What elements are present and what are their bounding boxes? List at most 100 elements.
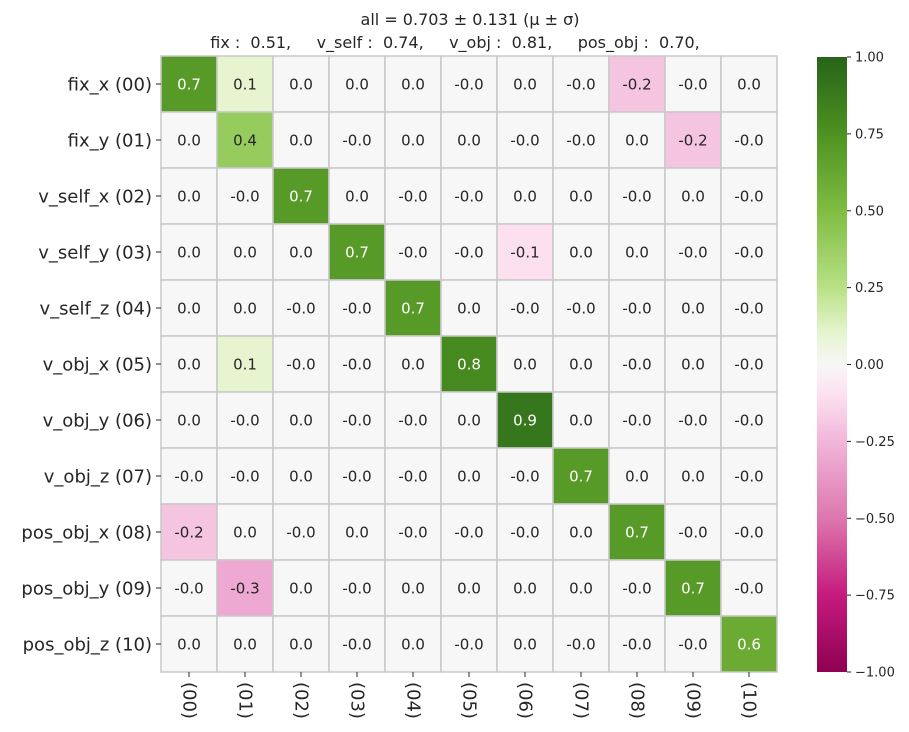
- heatmap-cell: [440, 111, 498, 169]
- heatmap-cell: [608, 111, 666, 169]
- heatmap-cell: [720, 335, 778, 393]
- cell-value-label: 0.0: [569, 244, 593, 262]
- cell-value-label: 0.0: [457, 300, 481, 318]
- heatmap-cell: [272, 279, 330, 337]
- heatmap-cell: [384, 111, 442, 169]
- heatmap-cell: [608, 503, 666, 561]
- cell-value-label: 0.0: [569, 524, 593, 542]
- cell-value-label: -0.0: [342, 300, 371, 318]
- cell-value-label: -0.0: [510, 468, 539, 486]
- heatmap-cell: [496, 167, 554, 225]
- heatmap-cell: [552, 503, 610, 561]
- heatmap-cell: [440, 55, 498, 113]
- cell-value-label: -0.0: [454, 188, 483, 206]
- heatmap-cell: [608, 335, 666, 393]
- heatmap-cell: [552, 111, 610, 169]
- colorbar-tick-label: 0.50: [855, 204, 884, 219]
- heatmap-cell: [720, 167, 778, 225]
- cell-value-label: 0.0: [513, 580, 537, 598]
- cell-value-label: 0.0: [513, 188, 537, 206]
- row-label: pos_obj_y (09): [21, 579, 152, 600]
- heatmap-cell: [160, 503, 218, 561]
- cell-value-label: -0.0: [342, 580, 371, 598]
- cell-value-label: -0.0: [230, 468, 259, 486]
- cell-value-label: 0.0: [289, 132, 313, 150]
- cell-value-label: 0.0: [345, 524, 369, 542]
- heatmap-cell: [216, 279, 274, 337]
- cell-value-label: -0.0: [622, 412, 651, 430]
- cell-value-label: 0.0: [681, 356, 705, 374]
- heatmap-cell: [440, 279, 498, 337]
- cell-value-label: 0.1: [233, 76, 257, 94]
- heatmap-cell: [720, 503, 778, 561]
- cell-value-label: 0.7: [289, 188, 313, 206]
- column-label: (02): [291, 682, 312, 719]
- cell-value-label: -0.0: [734, 412, 763, 430]
- cell-value-label: 0.0: [233, 300, 257, 318]
- row-label: pos_obj_z (10): [23, 635, 152, 656]
- heatmap-cell: [664, 447, 722, 505]
- heatmap-cell: [160, 335, 218, 393]
- cell-value-label: -0.0: [454, 76, 483, 94]
- cell-value-label: -0.0: [174, 468, 203, 486]
- heatmap-cell: [720, 55, 778, 113]
- cell-value-label: -0.0: [734, 468, 763, 486]
- row-label: v_obj_z (07): [44, 467, 152, 488]
- cell-value-label: -0.0: [342, 132, 371, 150]
- heatmap-cell: [496, 279, 554, 337]
- row-labels: fix_x (00) fix_y (01) v_self_x (02) v_self_…: [21, 75, 161, 656]
- column-label: (10): [739, 682, 760, 719]
- heatmap-cell: [608, 391, 666, 449]
- cell-value-label: -0.0: [398, 244, 427, 262]
- row-label: v_self_y (03): [38, 243, 152, 264]
- heatmap-cell: [328, 391, 386, 449]
- cell-value-label: -0.0: [342, 636, 371, 654]
- heatmap-cell: [216, 55, 274, 113]
- colorbar-tick-label: −0.75: [855, 589, 895, 604]
- heatmap-cell: [272, 111, 330, 169]
- cell-value-label: -0.0: [398, 468, 427, 486]
- cell-value-label: 0.7: [177, 76, 201, 94]
- cell-value-label: 0.0: [401, 132, 425, 150]
- cell-value-label: 0.0: [737, 76, 761, 94]
- heatmap-cell: [720, 111, 778, 169]
- heatmap-cells: 0.7 0.1 0.0 0.0 0.0 -0.0 0.0 -0.0 -0.2 -0.0 0.0 0.0…: [160, 55, 778, 673]
- heatmap-cell: [328, 559, 386, 617]
- chart-title: all = 0.703 ± 0.131 (μ ± σ): [361, 10, 580, 29]
- cell-value-label: -0.0: [622, 636, 651, 654]
- cell-value-label: -0.0: [566, 132, 595, 150]
- cell-value-label: -0.0: [566, 76, 595, 94]
- cell-value-label: -0.0: [622, 580, 651, 598]
- heatmap-cell: [720, 223, 778, 281]
- heatmap-cell: [272, 223, 330, 281]
- heatmap-cell: [664, 55, 722, 113]
- cell-value-label: 0.0: [177, 412, 201, 430]
- cell-value-label: 0.0: [513, 76, 537, 94]
- heatmap-cell: [440, 615, 498, 673]
- cell-value-label: 0.0: [569, 580, 593, 598]
- cell-value-label: -0.0: [678, 636, 707, 654]
- column-label: (07): [571, 682, 592, 719]
- heatmap-cell: [216, 391, 274, 449]
- heatmap-cell: [552, 615, 610, 673]
- heatmap-cell: [496, 503, 554, 561]
- column-label: (09): [683, 682, 704, 719]
- heatmap-cell: [496, 447, 554, 505]
- cell-value-label: -0.2: [174, 524, 203, 542]
- cell-value-label: -0.3: [230, 580, 259, 598]
- cell-value-label: 0.0: [625, 132, 649, 150]
- cell-value-label: -0.2: [678, 132, 707, 150]
- heatmap-cell: [720, 279, 778, 337]
- colorbar-tick-label: 0.75: [855, 127, 884, 142]
- cell-value-label: -0.0: [342, 356, 371, 374]
- cell-value-label: 0.7: [345, 244, 369, 262]
- colorbar: 1.00 0.75 0.50 0.25 0.00 −0.25 −0.50 −0.75 −1.00: [817, 51, 895, 681]
- column-label: (08): [627, 682, 648, 719]
- heatmap-cell: [160, 279, 218, 337]
- cell-value-label: 0.0: [177, 636, 201, 654]
- cell-value-label: 0.0: [457, 132, 481, 150]
- row-label: v_self_x (02): [38, 187, 152, 208]
- heatmap-cell: [384, 279, 442, 337]
- cell-value-label: -0.0: [734, 580, 763, 598]
- heatmap-cell: [160, 167, 218, 225]
